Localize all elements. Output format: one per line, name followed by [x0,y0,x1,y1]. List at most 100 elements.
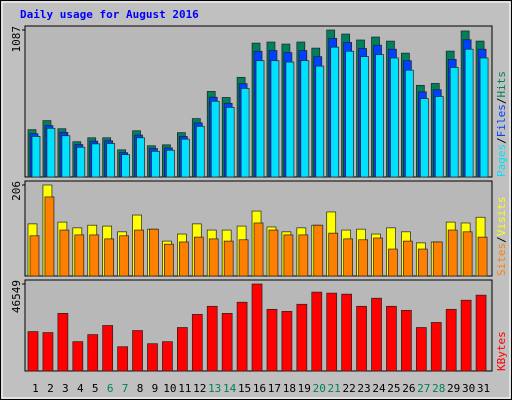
x-tick-label: 25 [387,382,400,395]
bar [119,235,129,277]
legend: KBytes [495,331,508,371]
legend-entry: KBytes [495,331,508,371]
bar [373,237,383,277]
bar [388,248,398,277]
x-tick-label: 17 [268,382,281,395]
bar [415,327,427,372]
bar [341,293,352,372]
x-tick-label: 21 [328,382,341,395]
bar [445,308,457,372]
x-tick-label: 7 [122,382,129,395]
bar [179,241,189,277]
bar [326,292,338,372]
x-tick-label: 4 [77,382,84,395]
bar [221,313,233,372]
bar [462,231,473,277]
bar [59,229,70,277]
x-tick-label: 23 [357,382,370,395]
bar [210,100,220,178]
bar [270,60,280,178]
bar [356,305,367,372]
bar [166,149,175,178]
bar [253,222,264,277]
bar [390,57,399,178]
legend-entry: Files [495,104,508,137]
bar [223,240,234,277]
x-tick-label: 22 [342,382,355,395]
bar [266,308,278,372]
bar [300,60,310,178]
bar [240,88,250,178]
x-tick-label: 29 [447,382,460,395]
x-tick-label: 30 [462,382,475,395]
bar [136,137,145,178]
bar [477,236,488,277]
bar [405,69,414,178]
bar [449,67,459,178]
bar [417,248,428,277]
bar [313,224,324,277]
x-tick-label: 5 [92,382,99,395]
bar [268,229,279,277]
bar [479,57,489,178]
bar [430,322,442,372]
x-tick-label: 31 [477,382,490,395]
bar [147,343,158,372]
bar [76,146,86,178]
x-tick-label: 27 [417,382,430,395]
bar [447,229,458,277]
bar [164,243,174,277]
bar [87,334,99,372]
bar [236,301,248,372]
bar [206,305,218,372]
bar [46,127,56,178]
bar [208,238,219,277]
bar [419,98,429,178]
bar [475,294,487,372]
x-tick-label: 16 [253,382,266,395]
x-tick-label: 2 [47,382,54,395]
x-tick-label: 10 [163,382,176,395]
bar [283,234,294,277]
bar [330,46,340,178]
bar [434,96,444,178]
bar [151,150,160,178]
bar [238,239,249,277]
bar [403,240,413,277]
bar [29,235,40,277]
x-tick-label: 13 [208,382,221,395]
x-tick-label: 26 [402,382,415,395]
x-tick-label: 9 [152,382,159,395]
bar [149,228,159,277]
bar [31,136,41,178]
bar [74,234,85,277]
legend-separator: / [495,236,508,243]
bar [386,305,397,372]
x-tick-label: 1 [32,382,39,395]
bar [191,314,203,372]
bar [177,327,188,372]
legend-entry: Hits [495,71,508,98]
x-tick-label: 20 [313,382,326,395]
bar [281,310,293,372]
bar [102,325,114,372]
bar [193,236,204,277]
x-tick-label: 3 [62,382,69,395]
bar [27,331,39,372]
bar [61,135,71,178]
bar [162,341,173,372]
y-tick-label: 206 [10,181,23,201]
bar [181,138,190,178]
x-tick-label: 11 [178,382,191,395]
bar [343,238,353,277]
bar [91,143,101,178]
bar [89,234,100,277]
bar [345,50,354,178]
y-tick-label: 46549 [10,280,23,313]
bar [315,65,325,178]
bar [251,283,263,372]
legend-separator: / [495,137,508,144]
bar [358,239,368,277]
